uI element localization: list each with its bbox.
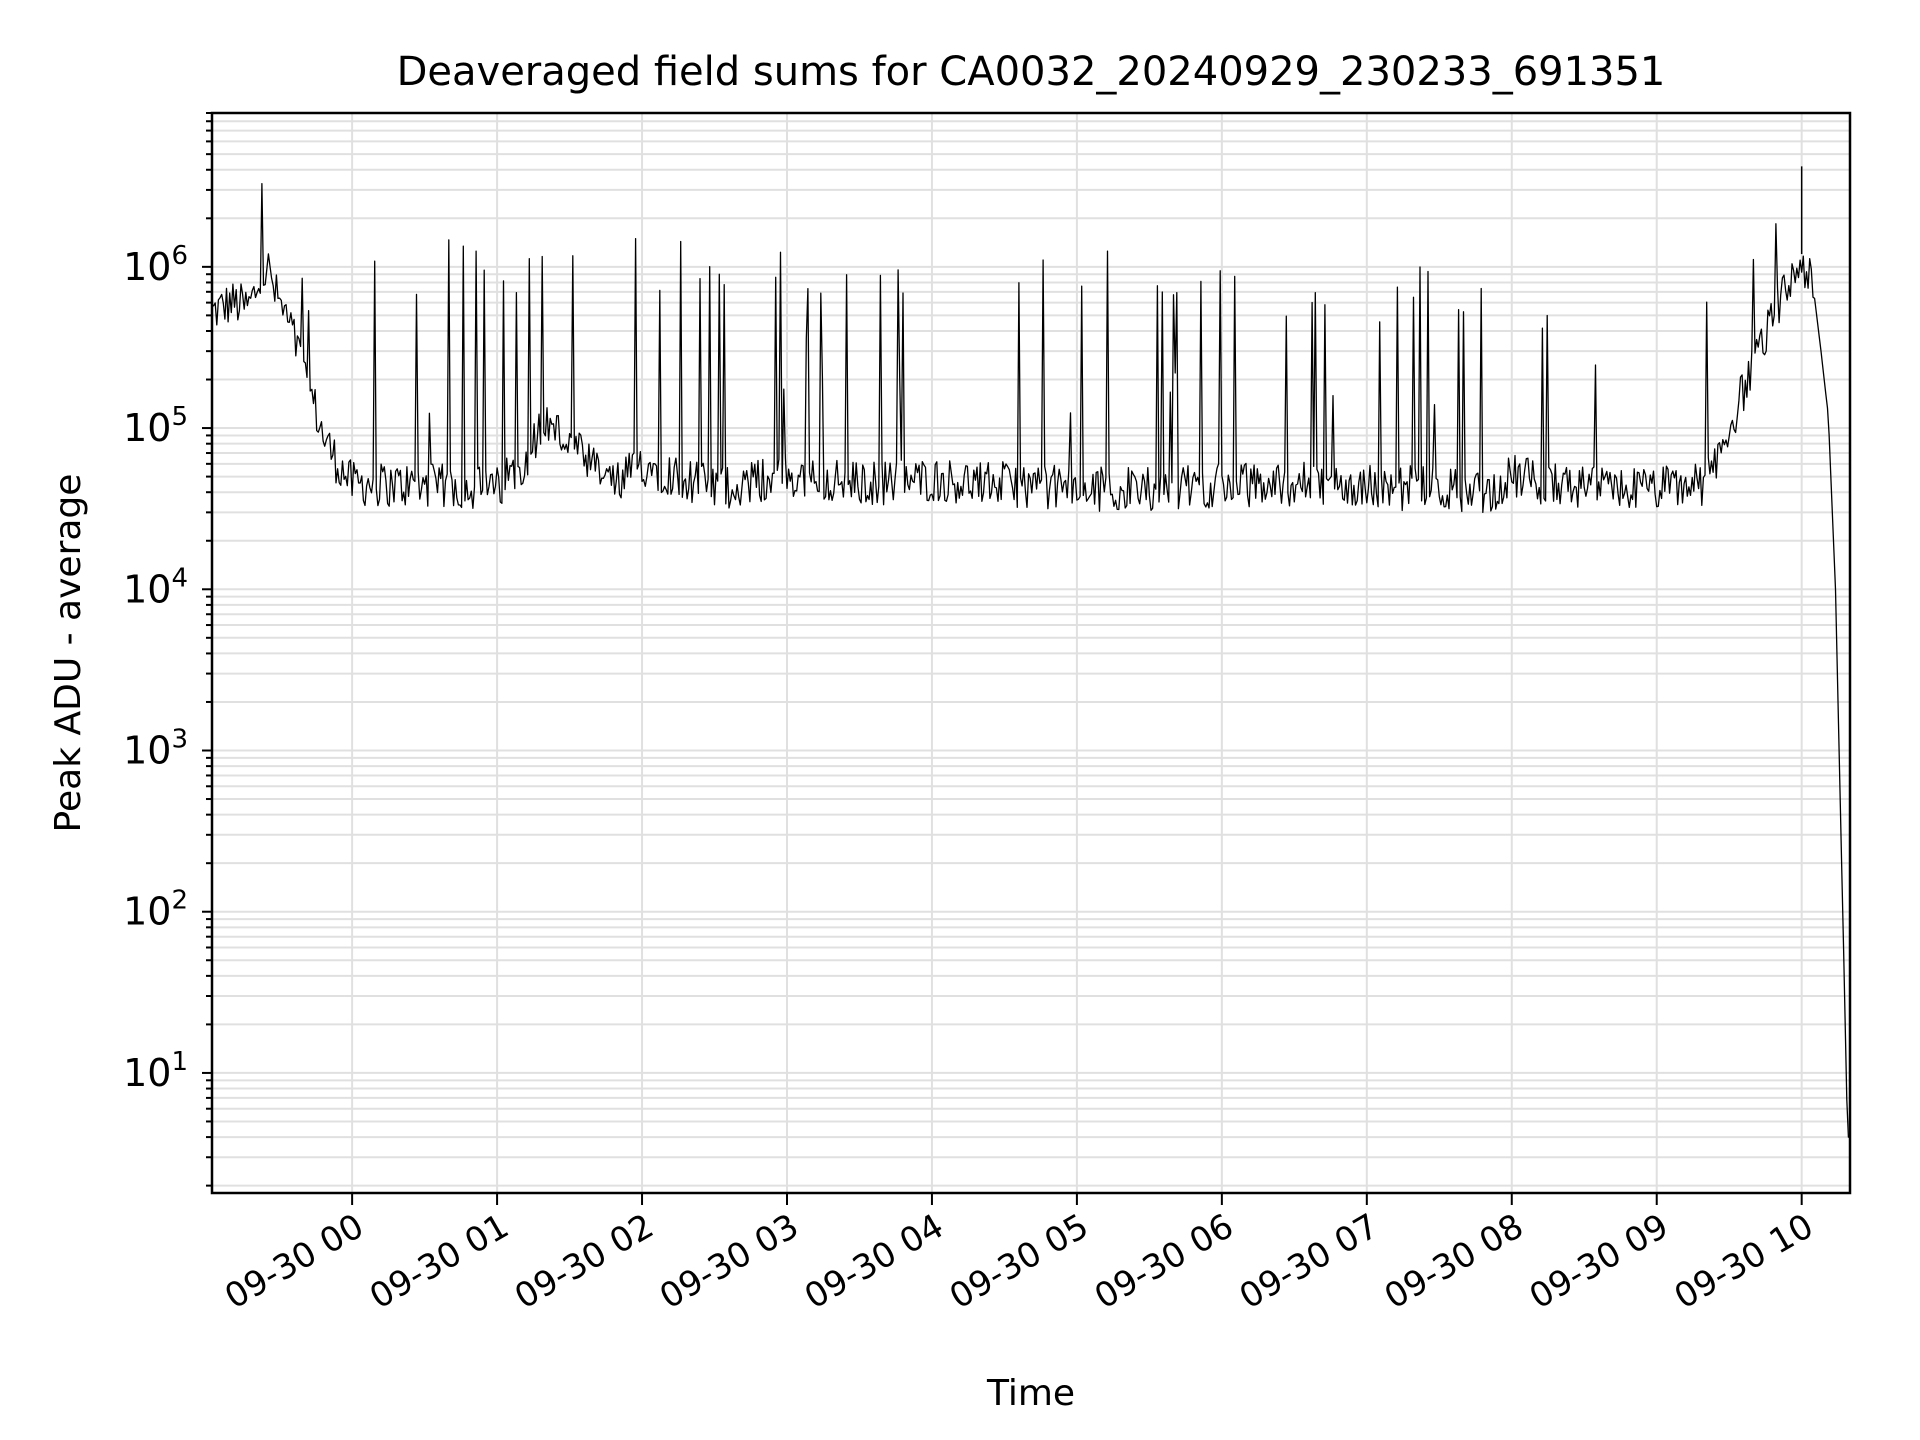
y-tick-label: 106 [123, 241, 188, 289]
y-tick-label: 102 [123, 886, 188, 934]
y-tick-label: 105 [123, 402, 188, 450]
y-tick-label: 103 [123, 724, 188, 772]
x-axis-label: Time [986, 1373, 1075, 1414]
y-tick-exponent: 2 [171, 886, 188, 916]
plot-data [211, 166, 1850, 1138]
chart-title: Deaveraged field sums for CA0032_2024092… [397, 49, 1666, 95]
y-tick-label: 104 [123, 563, 188, 611]
y-tick-base: 10 [123, 245, 171, 289]
grid [212, 112, 1850, 1193]
y-tick-exponent: 5 [171, 402, 188, 432]
y-tick-base: 10 [123, 406, 171, 450]
y-axis-label: Peak ADU - average [48, 474, 89, 833]
y-tick-base: 10 [123, 567, 171, 611]
y-tick-exponent: 1 [171, 1047, 188, 1077]
y-tick-label: 101 [123, 1047, 188, 1095]
y-tick-base: 10 [123, 1051, 171, 1095]
series-line [211, 182, 1850, 1138]
y-tick-exponent: 4 [171, 563, 188, 593]
y-tick-base: 10 [123, 728, 171, 772]
y-tick-exponent: 6 [171, 241, 188, 271]
y-tick-base: 10 [123, 890, 171, 934]
y-tick-exponent: 3 [171, 724, 188, 754]
